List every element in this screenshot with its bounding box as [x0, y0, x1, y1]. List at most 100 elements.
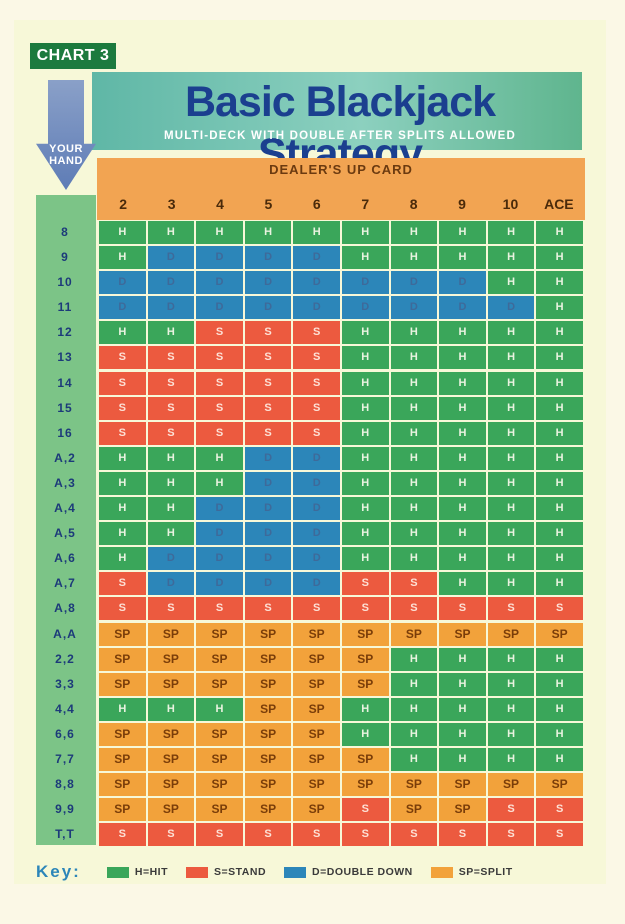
- strategy-cell: SP: [196, 648, 243, 671]
- strategy-cell: H: [488, 522, 535, 545]
- legend-label: SP=SPLIT: [459, 866, 513, 878]
- strategy-cell: SP: [488, 623, 535, 646]
- strategy-cell: D: [148, 271, 195, 294]
- strategy-cell: S: [342, 597, 389, 620]
- up-card-header: 8: [389, 190, 437, 218]
- strategy-cell: H: [391, 221, 438, 244]
- strategy-cell: SP: [391, 798, 438, 821]
- up-card-header: ACE: [535, 190, 583, 218]
- strategy-cell: H: [536, 497, 583, 520]
- strategy-cell: S: [293, 372, 340, 395]
- strategy-cell: H: [488, 271, 535, 294]
- strategy-cell: H: [391, 648, 438, 671]
- strategy-cell: S: [293, 823, 340, 846]
- strategy-cell: D: [196, 497, 243, 520]
- legend-key: Key: H=HITS=STANDD=DOUBLE DOWNSP=SPLIT: [36, 862, 596, 882]
- strategy-cell: SP: [293, 773, 340, 796]
- hand-label: 13: [36, 345, 94, 370]
- strategy-cell: H: [439, 397, 486, 420]
- strategy-cell: SP: [293, 748, 340, 771]
- strategy-cell: H: [488, 422, 535, 445]
- table-row: T,TSSSSSSSSSS: [36, 822, 584, 847]
- hand-label: 12: [36, 320, 94, 345]
- hand-label: A,3: [36, 471, 94, 496]
- strategy-cell: S: [148, 597, 195, 620]
- strategy-cell: H: [536, 246, 583, 269]
- strategy-cell: H: [342, 422, 389, 445]
- strategy-cell: H: [488, 723, 535, 746]
- strategy-cell: H: [196, 698, 243, 721]
- strategy-cell: H: [391, 522, 438, 545]
- table-row: A,7SDDDDSSHHH: [36, 571, 584, 596]
- legend-swatch: [186, 867, 208, 878]
- hand-label: 8: [36, 220, 94, 245]
- up-card-header: 5: [244, 190, 292, 218]
- table-row: 11DDDDDDDDDH: [36, 295, 584, 320]
- strategy-cell: SP: [342, 623, 389, 646]
- strategy-cell: H: [391, 346, 438, 369]
- strategy-cell: H: [488, 246, 535, 269]
- strategy-cell: H: [196, 472, 243, 495]
- strategy-cell: SP: [342, 748, 389, 771]
- strategy-cell: S: [439, 597, 486, 620]
- strategy-cell: S: [148, 422, 195, 445]
- strategy-cell: SP: [148, 623, 195, 646]
- strategy-cell: H: [148, 472, 195, 495]
- dealer-up-card-label: DEALER'S UP CARD: [97, 162, 585, 177]
- strategy-cell: S: [342, 823, 389, 846]
- strategy-cell: H: [536, 422, 583, 445]
- strategy-cell: H: [488, 472, 535, 495]
- strategy-cell: SP: [99, 623, 146, 646]
- strategy-cell: D: [439, 271, 486, 294]
- table-row: 14SSSSSHHHHH: [36, 371, 584, 396]
- strategy-cell: H: [391, 748, 438, 771]
- legend-label: S=STAND: [214, 866, 266, 878]
- strategy-cell: S: [536, 798, 583, 821]
- table-row: A,3HHHDDHHHHH: [36, 471, 584, 496]
- strategy-cell: D: [342, 296, 389, 319]
- up-card-header: 3: [147, 190, 195, 218]
- strategy-cell: SP: [488, 773, 535, 796]
- strategy-cell: H: [439, 447, 486, 470]
- strategy-cell: S: [488, 597, 535, 620]
- strategy-cell: H: [488, 673, 535, 696]
- strategy-cell: SP: [99, 748, 146, 771]
- strategy-cell: H: [342, 372, 389, 395]
- strategy-cell: H: [391, 547, 438, 570]
- strategy-cell: H: [439, 748, 486, 771]
- strategy-cell: S: [148, 823, 195, 846]
- strategy-cell: SP: [148, 648, 195, 671]
- strategy-cell: SP: [293, 648, 340, 671]
- strategy-cell: S: [245, 346, 292, 369]
- table-row: 12HHSSSHHHHH: [36, 320, 584, 345]
- strategy-cell: SP: [148, 773, 195, 796]
- strategy-cell: H: [439, 472, 486, 495]
- legend-item: S=STAND: [186, 866, 266, 878]
- strategy-cell: S: [196, 597, 243, 620]
- strategy-cell: D: [196, 522, 243, 545]
- strategy-cell: H: [439, 648, 486, 671]
- strategy-cell: H: [391, 698, 438, 721]
- strategy-cell: H: [488, 648, 535, 671]
- strategy-cell: SP: [536, 773, 583, 796]
- legend-item: SP=SPLIT: [431, 866, 513, 878]
- hand-label: A,7: [36, 571, 94, 596]
- strategy-cell: SP: [196, 798, 243, 821]
- strategy-cell: H: [536, 397, 583, 420]
- strategy-cell: H: [391, 447, 438, 470]
- strategy-cell: H: [391, 372, 438, 395]
- strategy-cell: SP: [99, 648, 146, 671]
- strategy-cell: H: [391, 472, 438, 495]
- strategy-cell: SP: [245, 798, 292, 821]
- strategy-cell: SP: [293, 623, 340, 646]
- page-subtitle: MULTI-DECK WITH DOUBLE AFTER SPLITS ALLO…: [100, 128, 580, 144]
- strategy-cell: H: [439, 497, 486, 520]
- hand-label: 7,7: [36, 747, 94, 772]
- strategy-cell: SP: [536, 623, 583, 646]
- strategy-cell: H: [536, 748, 583, 771]
- hand-label: 8,8: [36, 772, 94, 797]
- strategy-cell: SP: [196, 748, 243, 771]
- strategy-cell: H: [488, 748, 535, 771]
- strategy-cell: H: [488, 447, 535, 470]
- strategy-cell: D: [245, 246, 292, 269]
